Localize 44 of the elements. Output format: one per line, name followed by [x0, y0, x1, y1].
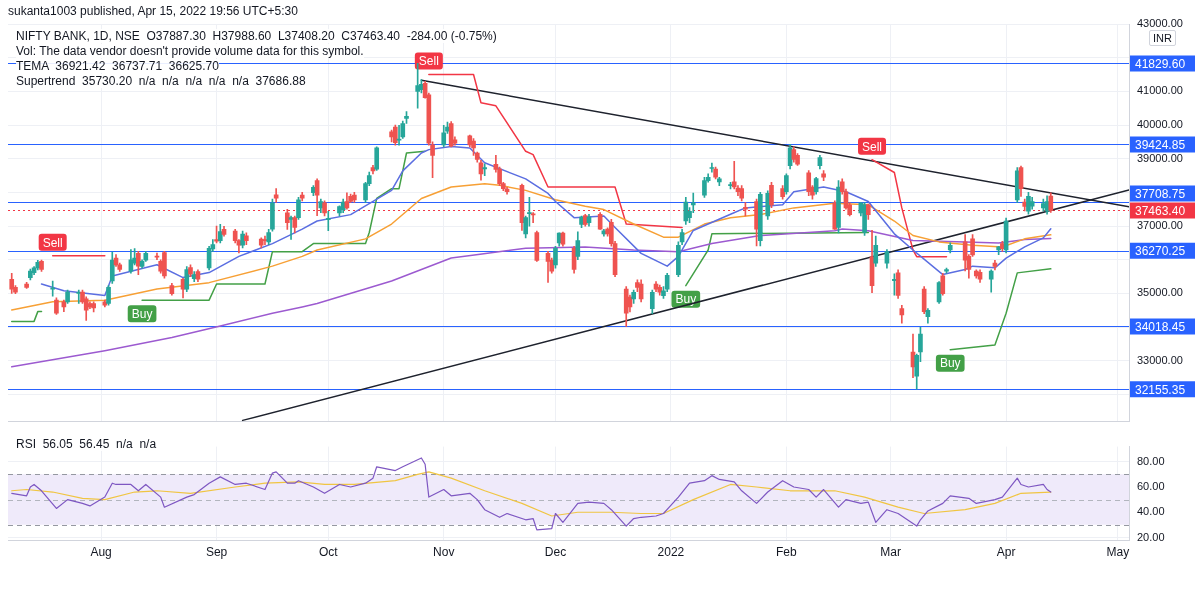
- y-tick-label: 33000.00: [1137, 353, 1183, 366]
- y-tick-label: 37000.00: [1137, 219, 1183, 232]
- x-tick-label: Aug: [90, 544, 112, 559]
- ref-line-label: 37708.75: [1135, 186, 1186, 201]
- ref-line-label: 37463.40: [1135, 203, 1186, 218]
- chart-title: NIFTY BANK, 1D, NSE O37887.30 H37988.60 L37408.20 C37463.40 -284.00 (-0.75%): [16, 29, 497, 43]
- candlestick: [482, 163, 488, 176]
- y-tick-label: 80.00: [1137, 454, 1165, 467]
- x-tick-label: May: [1106, 544, 1130, 559]
- y-tick-label: 40000.00: [1137, 118, 1183, 131]
- annotation: Buy: [939, 356, 961, 371]
- x-tick-label: 2022: [657, 544, 685, 559]
- x-tick-label: Sep: [205, 544, 228, 559]
- y-tick-label: 40.00: [1137, 505, 1165, 518]
- candlestick: [325, 210, 331, 232]
- ref-line-label: 32155.35: [1135, 382, 1186, 397]
- y-tick-label: 35000.00: [1137, 286, 1183, 299]
- y-tick-label: 60.00: [1137, 480, 1165, 493]
- candlestick: [709, 162, 715, 173]
- ref-line-label: 41829.60: [1135, 56, 1186, 71]
- x-tick-label: Feb: [776, 544, 798, 559]
- y-tick-label: 39000.00: [1137, 151, 1183, 164]
- y-tick-label: 20.00: [1137, 530, 1165, 543]
- chart-title: RSI 56.05 56.45 n/a n/a: [16, 437, 157, 451]
- chart-subtitle: sukanta1003 published, Apr 15, 2022 19:56 UTC+5:30: [8, 4, 298, 18]
- x-tick-label: Nov: [433, 544, 455, 559]
- annotation: Sell: [42, 235, 63, 250]
- annotation: Buy: [675, 292, 697, 307]
- annotation: Sell: [862, 139, 883, 154]
- annotation: Vol: The data vendor doesn't provide volume data for this symbol.: [16, 44, 364, 58]
- annotation: Sell: [418, 54, 439, 69]
- x-tick-label: Dec: [544, 544, 567, 559]
- y-tick-label: 43000.00: [1137, 17, 1183, 30]
- ref-line-label: 36270.25: [1135, 243, 1186, 258]
- annotation: Buy: [131, 306, 153, 321]
- x-tick-label: Oct: [318, 544, 339, 559]
- annotation: TEMA 36921.42 36737.71 36625.70: [16, 59, 219, 73]
- ref-line-label: 39424.85: [1135, 137, 1186, 152]
- ref-line-label: 34018.45: [1135, 319, 1186, 334]
- y-tick-label: 41000.00: [1137, 84, 1183, 97]
- x-tick-label: Mar: [880, 544, 901, 559]
- y-axis-title: INR: [1149, 30, 1176, 46]
- x-tick-label: Apr: [996, 544, 1016, 559]
- annotation: Supertrend 35730.20 n/a n/a n/a n/a n/a 37686.88: [16, 74, 306, 88]
